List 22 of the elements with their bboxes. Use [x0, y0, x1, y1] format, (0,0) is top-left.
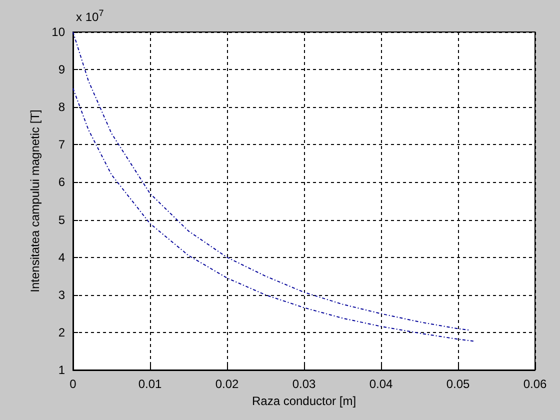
line-series	[72, 32, 470, 331]
y-tick-label: 5	[58, 212, 66, 227]
y-tick-label: 9	[58, 62, 66, 77]
y-tick-label: 7	[58, 138, 66, 152]
y-tick-label: 6	[58, 175, 66, 190]
y-tick-label: 8	[58, 100, 66, 114]
text: x 10$^{7}$	[76, 8, 104, 24]
y-axis-title: Intensitatea campului magnetic [T]	[28, 110, 42, 292]
x-tick-label: 0.06	[523, 377, 547, 391]
y-tick-label: 3	[58, 288, 66, 302]
y-tick-label: 1	[58, 363, 66, 377]
x-tick-label: 0.01	[138, 377, 162, 391]
x-tick-label: 0.02	[215, 377, 239, 391]
y-tick-label: 2	[58, 325, 66, 340]
y-tick-label: 4	[58, 250, 66, 264]
x-tick-label: 0.05	[446, 377, 470, 391]
x-tick-label: 0.03	[292, 377, 316, 391]
line-series	[72, 88, 474, 342]
y-tick-label: 10	[52, 25, 66, 39]
x-tick-label: 0	[70, 377, 77, 391]
x-tick-label: 0.04	[369, 377, 393, 391]
x-axis-title: Raza conductor [m]	[252, 394, 356, 408]
